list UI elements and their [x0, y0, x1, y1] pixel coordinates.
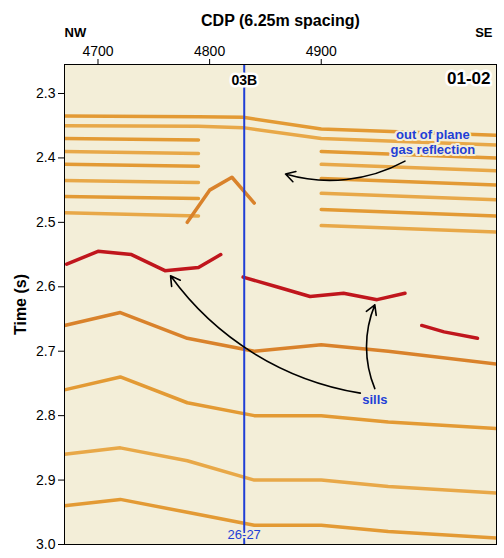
svg-text:2.9: 2.9 — [36, 472, 56, 488]
svg-text:NW: NW — [65, 25, 87, 40]
svg-text:26-27: 26-27 — [228, 527, 261, 542]
svg-text:sills: sills — [362, 392, 387, 407]
svg-text:2.4: 2.4 — [36, 149, 56, 165]
svg-text:2.7: 2.7 — [36, 343, 56, 359]
svg-text:CDP (6.25m spacing): CDP (6.25m spacing) — [201, 12, 360, 29]
svg-text:2.6: 2.6 — [36, 278, 56, 294]
svg-text:4900: 4900 — [306, 43, 337, 59]
svg-text:out of planegas reflection: out of planegas reflection — [391, 127, 476, 156]
svg-text:Time (s): Time (s) — [12, 274, 29, 335]
svg-text:2.3: 2.3 — [36, 85, 56, 101]
svg-text:01-02: 01-02 — [447, 69, 490, 88]
svg-text:2.8: 2.8 — [36, 407, 56, 423]
svg-text:2.5: 2.5 — [36, 214, 56, 230]
svg-text:4800: 4800 — [194, 43, 225, 59]
svg-text:03B: 03B — [231, 72, 257, 88]
svg-text:SE: SE — [475, 25, 493, 40]
svg-text:4700: 4700 — [82, 43, 113, 59]
svg-text:3.0: 3.0 — [36, 536, 56, 552]
